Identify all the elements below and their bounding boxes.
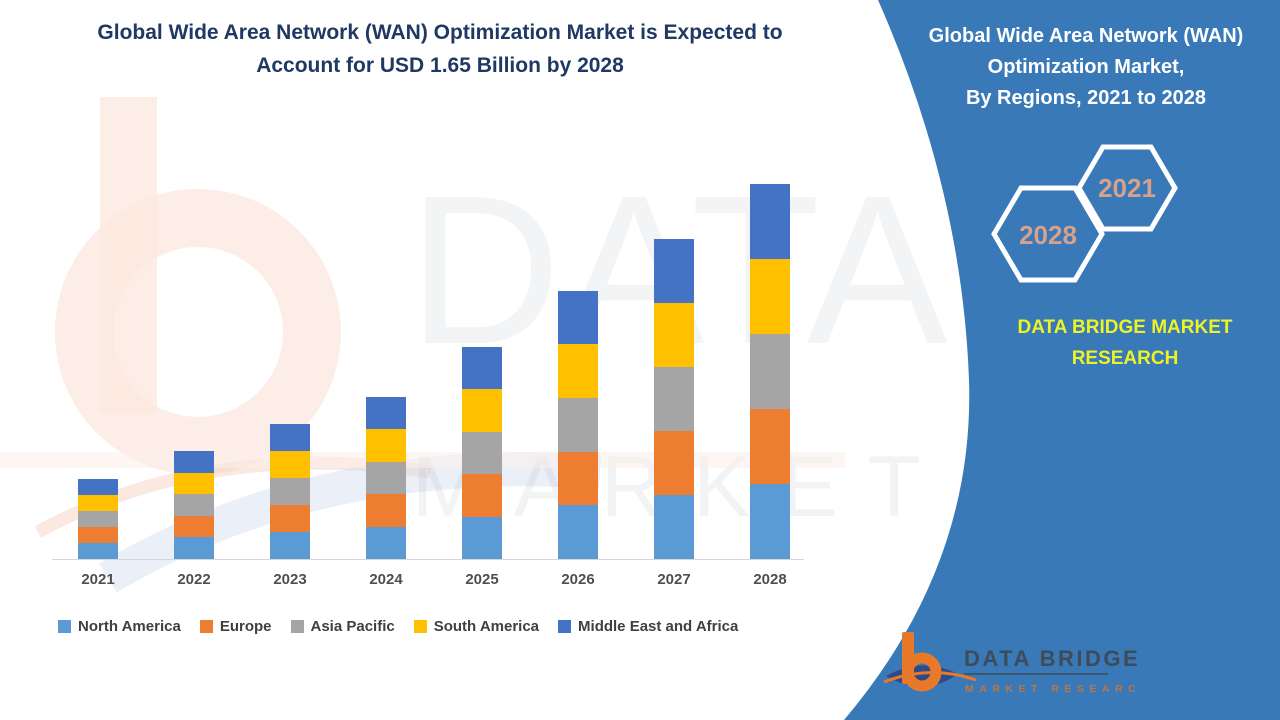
bar-2021 xyxy=(78,479,118,559)
databridge-logo: DATA BRIDGE MARKET RESEARCH xyxy=(883,632,1140,695)
panel-title: Global Wide Area Network (WAN) Optimizat… xyxy=(900,21,1272,114)
bar-2023-north-america xyxy=(270,531,310,559)
bar-2028 xyxy=(750,184,790,559)
chart-legend: North America Europe Asia Pacific South Ame… xyxy=(58,618,738,635)
bar-2021-asia-pacific xyxy=(78,511,118,528)
bar-2025-middle-east-and-africa xyxy=(462,346,502,389)
legend-item-europe: Europe xyxy=(199,618,272,635)
badge-year-2028: 2028 xyxy=(1019,220,1077,250)
bar-2025-south-america xyxy=(462,389,502,432)
bar-2024-north-america xyxy=(366,526,406,559)
panel-title-line1: Global Wide Area Network (WAN) xyxy=(928,25,1244,47)
legend-swatch-north-america xyxy=(58,620,71,633)
bar-2023-europe xyxy=(270,504,310,532)
bar-2028-north-america xyxy=(750,484,790,559)
legend-label-middle-east-and-africa: Middle East and Africa xyxy=(578,618,739,635)
bar-2028-europe xyxy=(750,409,790,484)
bar-2026-north-america xyxy=(558,505,598,559)
x-label-2023: 2023 xyxy=(273,571,307,588)
logo-tagline-text: MARKET RESEARCH xyxy=(965,683,1140,695)
x-axis-line xyxy=(52,559,804,560)
x-label-2025: 2025 xyxy=(465,571,499,588)
page-title-line2: Account for USD 1.65 Billion by 2028 xyxy=(256,54,624,77)
legend-label-asia-pacific: Asia Pacific xyxy=(310,618,395,635)
bar-2024-middle-east-and-africa xyxy=(366,396,406,429)
brand-text-line1: DATA BRIDGE MARKET xyxy=(1017,317,1233,338)
legend-swatch-asia-pacific xyxy=(290,620,304,633)
page-title-line1: Global Wide Area Network (WAN) Optimizat… xyxy=(97,21,783,44)
legend-label-europe: Europe xyxy=(219,618,272,635)
legend-item-middle-east-and-africa: Middle East and Africa xyxy=(558,618,738,635)
legend-item-north-america: North America xyxy=(58,618,181,635)
badge-year-2021: 2021 xyxy=(1098,173,1156,203)
bar-2028-asia-pacific xyxy=(750,334,790,409)
bar-2027-asia-pacific xyxy=(654,366,694,431)
brand-text-line2: RESEARCH xyxy=(1071,348,1179,369)
bar-2022-north-america xyxy=(174,537,214,559)
bar-2021-north-america xyxy=(78,543,118,559)
bar-2025-europe xyxy=(462,474,502,517)
brand-text: DATA BRIDGE MARKET RESEARCH xyxy=(960,312,1280,374)
bar-2027-north-america xyxy=(654,494,694,559)
bar-2027-south-america xyxy=(654,302,694,367)
bar-2021-south-america xyxy=(78,495,118,512)
bar-2022-asia-pacific xyxy=(174,494,214,516)
bar-2021-middle-east-and-africa xyxy=(78,479,118,496)
bar-2027-middle-east-and-africa xyxy=(654,238,694,303)
bar-2025-north-america xyxy=(462,516,502,559)
bar-2023-asia-pacific xyxy=(270,477,310,505)
legend-swatch-south-america xyxy=(413,620,427,633)
panel-title-line3: By Regions, 2021 to 2028 xyxy=(965,87,1207,109)
x-label-2022: 2022 xyxy=(177,571,211,588)
legend-item-asia-pacific: Asia Pacific xyxy=(290,618,395,635)
panel-title-line2: Optimization Market, xyxy=(987,56,1185,78)
legend-swatch-europe xyxy=(199,620,213,633)
x-label-2027: 2027 xyxy=(657,571,691,588)
bar-2022-europe xyxy=(174,515,214,538)
bar-2028-south-america xyxy=(750,259,790,334)
legend-item-south-america: South America xyxy=(413,618,540,635)
bar-2026-south-america xyxy=(558,344,598,399)
page-title: Global Wide Area Network (WAN) Optimizat… xyxy=(20,16,860,82)
bar-2021-europe xyxy=(78,527,118,544)
legend-label-north-america: North America xyxy=(78,618,181,635)
bar-2024-europe xyxy=(366,494,406,527)
bar-2022-south-america xyxy=(174,472,214,495)
bar-2026-asia-pacific xyxy=(558,398,598,452)
bar-2026 xyxy=(558,290,598,559)
bar-2028-middle-east-and-africa xyxy=(750,184,790,259)
logo-name-text: DATA BRIDGE xyxy=(964,646,1140,671)
legend-label-south-america: South America xyxy=(433,618,540,635)
bar-2026-middle-east-and-africa xyxy=(558,290,598,345)
x-label-2024: 2024 xyxy=(369,571,403,588)
x-label-2021: 2021 xyxy=(81,571,115,588)
legend-swatch-middle-east-and-africa xyxy=(558,620,572,633)
x-label-2026: 2026 xyxy=(561,571,595,588)
x-label-2028: 2028 xyxy=(753,571,787,588)
year-badges: 2021 2028 xyxy=(991,144,1178,283)
